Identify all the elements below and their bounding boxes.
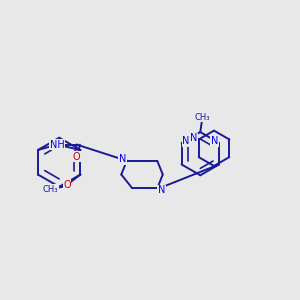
Text: N: N: [190, 133, 197, 143]
Text: O: O: [63, 180, 71, 190]
Text: CH₃: CH₃: [194, 113, 210, 122]
Text: O: O: [73, 152, 80, 162]
Text: N: N: [182, 136, 190, 146]
Text: N: N: [211, 136, 218, 146]
Text: CH₃: CH₃: [43, 185, 58, 194]
Text: N: N: [119, 154, 126, 164]
Text: NH: NH: [50, 140, 64, 150]
Text: Cl: Cl: [53, 141, 62, 151]
Text: N: N: [158, 185, 165, 196]
